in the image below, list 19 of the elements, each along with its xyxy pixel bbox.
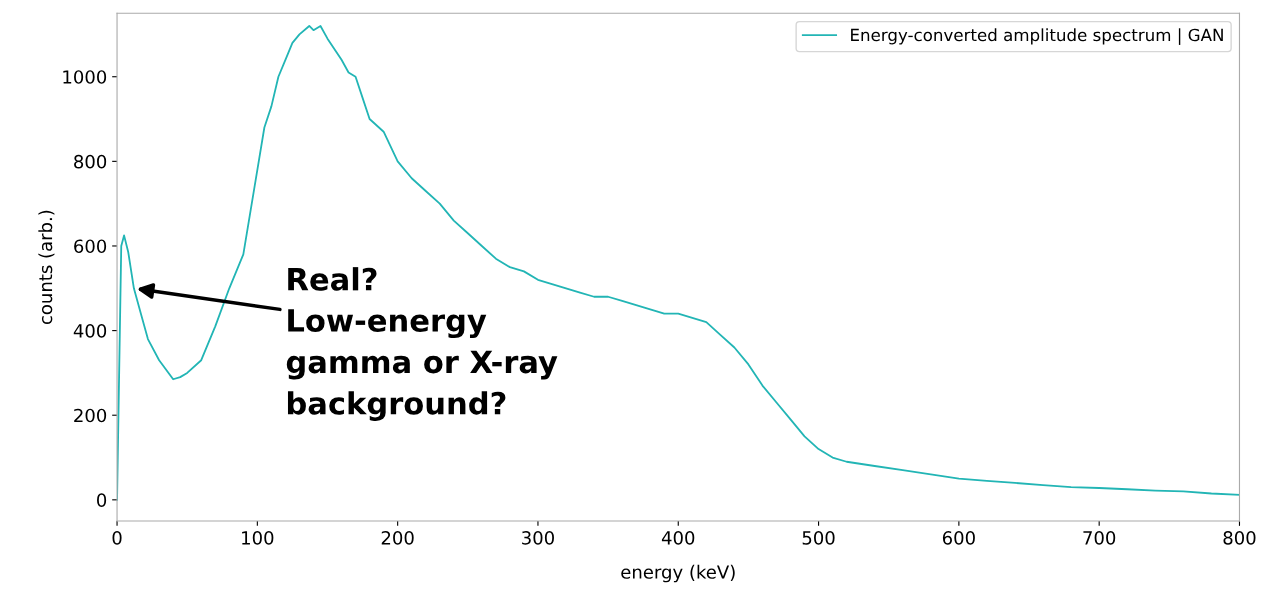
x-tick-label: 700 (1083, 531, 1116, 545)
y-tick-label: 0 (97, 493, 107, 507)
x-axis-title: energy (keV) (621, 564, 735, 583)
x-tick-label: 400 (661, 531, 695, 545)
x-tick-label: 500 (802, 531, 835, 545)
y-tick-label: 400 (73, 324, 107, 338)
x-tick-label: 200 (381, 531, 414, 545)
legend-label: Energy-converted amplitude spectrum | GAN (851, 28, 1223, 45)
x-tick-label: 600 (942, 531, 975, 545)
y-tick-label: 600 (74, 239, 107, 254)
y-tick-label: 800 (74, 154, 107, 169)
y-axis-title: counts (arb.) (38, 210, 55, 325)
x-tick-label: 800 (1223, 531, 1256, 545)
x-tick-label: 300 (522, 531, 554, 545)
y-tick-label: 1000 (63, 70, 107, 84)
annotation: Real? Low-energy gamma or X-ray background? (286, 267, 558, 421)
y-tick-label: 200 (74, 408, 107, 423)
x-tick-label: 0 (112, 531, 122, 545)
x-tick-label: 100 (242, 531, 274, 545)
